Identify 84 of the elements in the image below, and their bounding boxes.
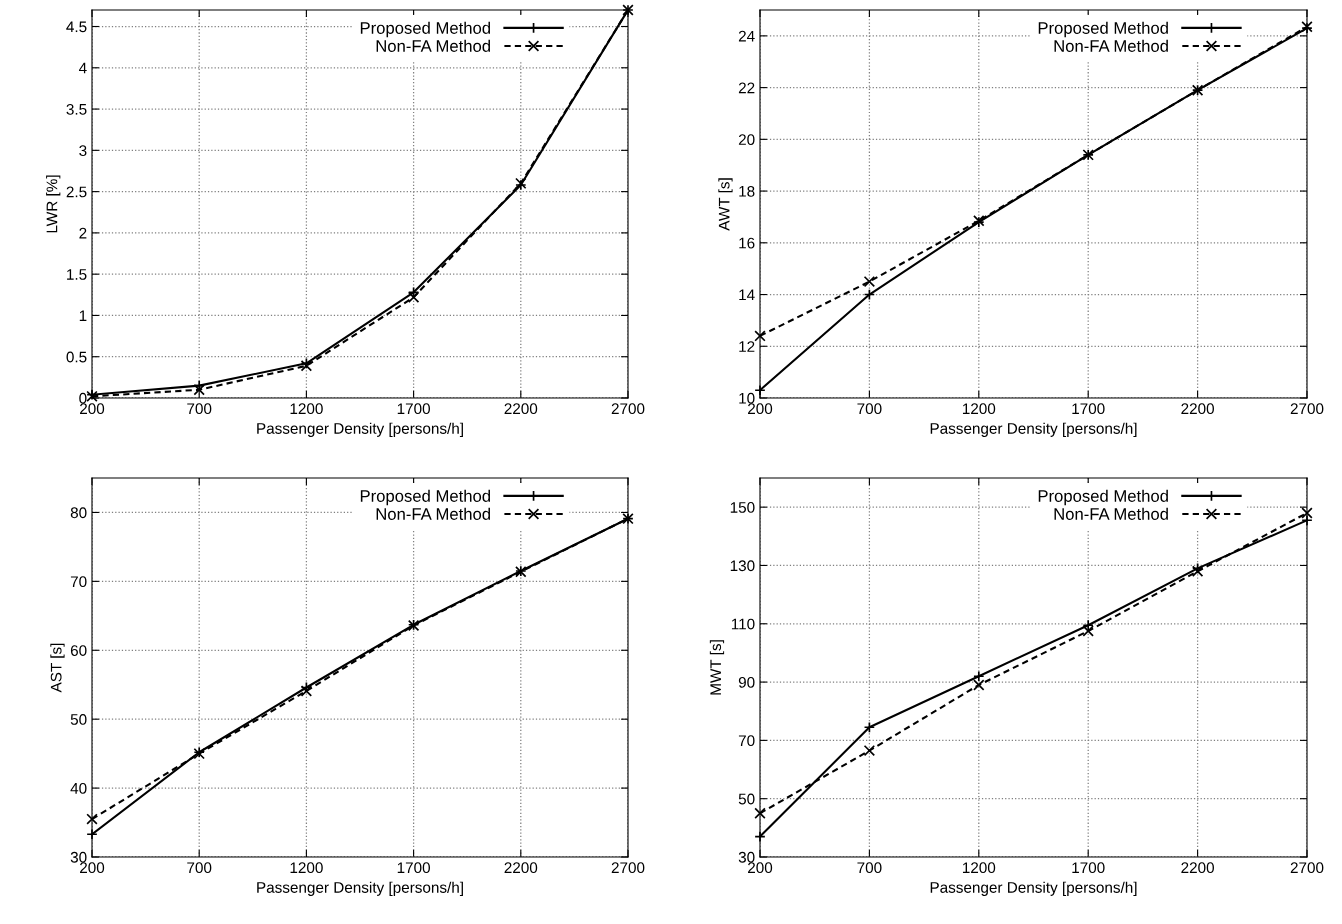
legend-label: Non-FA Method xyxy=(376,39,490,52)
x-tick-label: 2200 xyxy=(1181,862,1214,874)
x-tick-label: 1700 xyxy=(1072,403,1105,415)
legend-label: Non-FA Method xyxy=(376,507,490,520)
x-axis-title: Passenger Density [persons/h] xyxy=(930,881,1137,896)
x-tick-label: 2200 xyxy=(504,403,538,415)
y-tick-label: 70 xyxy=(738,735,755,747)
y-tick-label: 0.5 xyxy=(66,351,87,363)
point xyxy=(1082,625,1094,637)
y-tick-label: 18 xyxy=(739,185,755,197)
x-tick-label: 1700 xyxy=(397,862,430,874)
y-axis-title: MWT [s] xyxy=(709,640,725,695)
x-tick-label: 700 xyxy=(187,403,212,415)
y-tick-label: 80 xyxy=(70,507,87,519)
point xyxy=(754,807,766,819)
legend-label: Proposed Method xyxy=(1038,21,1168,38)
y-tick-label: 10 xyxy=(739,392,755,404)
y-tick-label: 50 xyxy=(70,714,87,725)
x-tick-label: 2700 xyxy=(611,403,645,415)
x-axis-title: Passenger Density [persons/h] xyxy=(930,422,1137,437)
legend-label: Non-FA Method xyxy=(1054,39,1168,52)
x-tick-label: 1700 xyxy=(1072,862,1105,874)
y-tick-label: 130 xyxy=(730,560,755,572)
x-tick-label: 2700 xyxy=(611,862,645,874)
point xyxy=(754,830,766,843)
y-axis-title: LWR [%] xyxy=(46,175,61,233)
y-tick-label: 50 xyxy=(738,793,755,805)
x-axis-title: Passenger Density [persons/h] xyxy=(257,422,463,437)
legend-label: Proposed Method xyxy=(360,489,490,506)
point xyxy=(300,685,313,697)
x-tick-label: 2200 xyxy=(504,862,538,874)
x-axis-title: Passenger Density [persons/h] xyxy=(257,881,463,896)
y-tick-label: 70 xyxy=(70,576,87,588)
y-tick-label: 90 xyxy=(738,676,755,688)
y-tick-label: 30 xyxy=(738,851,755,863)
point xyxy=(863,721,876,733)
y-tick-label: 4.5 xyxy=(66,21,87,33)
y-tick-label: 150 xyxy=(730,502,755,513)
x-tick-label: 700 xyxy=(857,862,882,874)
x-tick-label: 700 xyxy=(857,403,882,415)
x-tick-label: 700 xyxy=(187,862,212,874)
y-tick-label: 2 xyxy=(79,227,87,239)
x-tick-label: 1200 xyxy=(962,862,996,874)
y-tick-label: 40 xyxy=(70,782,87,794)
y-axis-title: AST [s] xyxy=(50,643,65,693)
y-tick-label: 1 xyxy=(79,310,87,321)
point xyxy=(407,291,420,303)
y-tick-label: 3 xyxy=(79,145,87,157)
y-axis-title: AWT [s] xyxy=(718,178,733,231)
x-tick-label: 2200 xyxy=(1181,403,1214,415)
y-tick-label: 24 xyxy=(738,30,755,42)
y-tick-label: 60 xyxy=(70,645,87,656)
y-tick-label: 22 xyxy=(738,82,755,94)
point xyxy=(973,679,985,691)
y-tick-label: 0 xyxy=(79,392,87,404)
y-tick-label: 20 xyxy=(738,134,755,146)
point xyxy=(863,744,876,757)
y-tick-label: 30 xyxy=(70,851,87,863)
legend-label: Proposed Method xyxy=(360,21,490,38)
x-tick-label: 200 xyxy=(748,403,773,415)
point xyxy=(863,288,876,301)
point xyxy=(754,330,766,342)
y-tick-label: 2.5 xyxy=(66,186,87,198)
x-tick-label: 1700 xyxy=(397,403,430,415)
point xyxy=(193,384,205,396)
x-tick-label: 2700 xyxy=(1290,403,1324,415)
x-tick-label: 2700 xyxy=(1290,862,1324,874)
point xyxy=(863,275,876,288)
y-tick-label: 4 xyxy=(78,62,87,74)
y-tick-label: 12 xyxy=(739,341,755,352)
x-tick-label: 1200 xyxy=(290,862,323,874)
legend-label: Non-FA Method xyxy=(1054,507,1168,520)
x-tick-label: 200 xyxy=(748,862,773,874)
y-tick-label: 16 xyxy=(739,237,755,249)
legend-label: Proposed Method xyxy=(1038,489,1168,506)
y-tick-label: 1.5 xyxy=(67,269,87,280)
x-tick-label: 200 xyxy=(80,862,105,874)
y-tick-label: 14 xyxy=(739,289,755,301)
point xyxy=(86,813,98,825)
x-tick-label: 1200 xyxy=(962,403,996,415)
y-tick-label: 110 xyxy=(731,618,755,630)
x-tick-label: 200 xyxy=(80,403,105,415)
y-tick-label: 3.5 xyxy=(66,103,87,115)
x-tick-label: 1200 xyxy=(290,403,323,415)
